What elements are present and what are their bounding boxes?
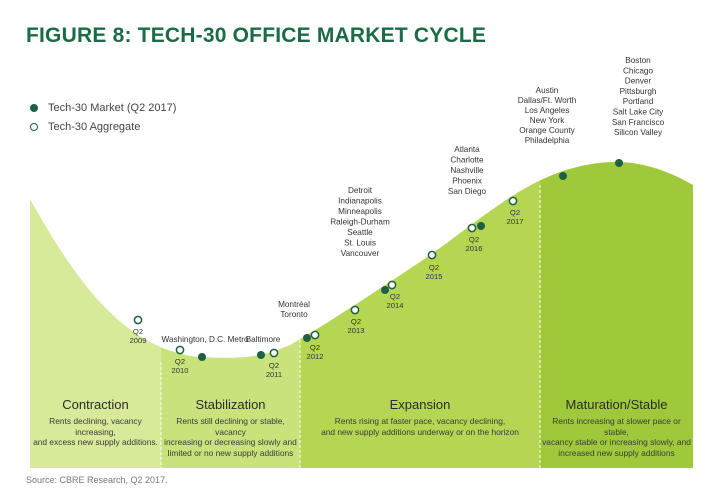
aggregate-point-label: 2017 <box>507 217 524 226</box>
market-name-label: Charlotte <box>450 156 484 165</box>
market-name-label: Vancouver <box>341 249 380 258</box>
market-point-marker <box>303 334 311 342</box>
description-line: and new supply additions underway or on … <box>321 426 519 437</box>
aggregate-point-marker <box>350 305 360 315</box>
phase-maturation-description: Rents increasing at slower pace or stabl… <box>540 416 693 458</box>
figure-title: FIGURE 8: TECH-30 OFFICE MARKET CYCLE <box>26 24 487 47</box>
market-name-label: Washington, D.C. Metro <box>161 335 249 344</box>
aggregate-point-marker <box>508 196 518 206</box>
market-name-label: Raleigh-Durham <box>330 218 390 227</box>
description-line: and excess new supply additions. <box>33 437 158 448</box>
market-name-label: Boston <box>625 56 651 65</box>
legend-label-market: Tech-30 Market (Q2 2017) <box>48 101 177 114</box>
aggregate-point-label: Q2 <box>351 317 361 326</box>
description-line: vacancy stable or increasing slowly, and <box>542 437 691 448</box>
aggregate-point-marker <box>175 345 185 355</box>
phase-stabilization-name: Stabilization <box>195 397 266 412</box>
description-line: increasing or decreasing slowly and <box>164 437 297 448</box>
market-name-label: Denver <box>625 77 652 86</box>
market-point-marker <box>257 351 265 359</box>
expansion-band <box>300 162 540 468</box>
description-line: limited or no new supply additions <box>167 447 294 458</box>
phase-stabilization-description: Rents still declining or stable, vacancy… <box>161 416 300 458</box>
market-name-label: San Francisco <box>612 118 665 127</box>
maturation-band <box>540 162 693 468</box>
market-point-marker <box>477 222 485 230</box>
market-name-label: Phoenix <box>452 177 482 186</box>
aggregate-point-marker <box>269 348 279 358</box>
description-line: increased new supply additions <box>558 447 675 458</box>
market-name-label: Dallas/Ft. Worth <box>518 96 577 105</box>
market-name-label: Pittsburgh <box>620 87 657 96</box>
legend-label-aggregate: Tech-30 Aggregate <box>48 120 141 133</box>
aggregate-point-label: 2015 <box>426 272 443 281</box>
phase-contraction-name: Contraction <box>62 397 129 412</box>
aggregate-point-label: Q2 <box>510 208 520 217</box>
market-name-label: Orange County <box>519 126 575 135</box>
aggregate-point-marker <box>133 315 143 325</box>
phase-contraction-description: Rents declining, vacancy increasing, and… <box>30 416 161 448</box>
aggregate-point-label: Q2 <box>429 263 439 272</box>
hollow-circle-icon <box>30 122 38 131</box>
market-name-label: Austin <box>536 86 559 95</box>
market-name-label: Indianapolis <box>338 197 382 206</box>
market-point-marker <box>381 286 389 294</box>
aggregate-point-label: 2011 <box>266 370 282 379</box>
market-name-label: Minneapolis <box>338 207 382 216</box>
aggregate-point-label: 2010 <box>172 366 189 375</box>
legend-item-aggregate: Tech-30 Aggregate <box>30 117 176 136</box>
aggregate-point-label: 2016 <box>466 244 483 253</box>
market-name-label: Seattle <box>347 228 373 237</box>
market-name-label: Philadelphia <box>525 136 570 145</box>
market-name-label: Chicago <box>623 66 653 75</box>
market-point-marker <box>198 353 206 361</box>
market-name-label: New York <box>530 116 565 125</box>
aggregate-point-marker <box>387 280 397 290</box>
aggregate-point-label: 2009 <box>130 336 147 345</box>
aggregate-point-marker <box>310 330 320 340</box>
market-name-label: Salt Lake City <box>613 108 664 117</box>
phase-maturation-name: Maturation/Stable <box>565 397 668 412</box>
description-line: Rents increasing at slower pace or stabl… <box>552 416 681 437</box>
market-name-label: Atlanta <box>454 145 480 154</box>
market-name-label: St. Louis <box>344 239 376 248</box>
aggregate-point-label: 2013 <box>348 326 365 335</box>
aggregate-point-label: Q2 <box>133 327 143 336</box>
aggregate-point-label: Q2 <box>390 292 400 301</box>
market-name-label: Montréal <box>278 300 310 309</box>
legend-item-market: Tech-30 Market (Q2 2017) <box>30 98 176 117</box>
market-name-label: Portland <box>623 97 654 106</box>
market-name-label: Los Angeles <box>525 106 570 115</box>
aggregate-point-label: Q2 <box>269 361 279 370</box>
description-line: Rents still declining or stable, vacancy <box>176 416 285 437</box>
market-name-label: Baltimore <box>246 335 281 344</box>
description-line: Rents rising at faster pace, vacancy dec… <box>334 416 506 426</box>
market-name-label: Detroit <box>348 186 373 195</box>
market-name-label: Silicon Valley <box>614 128 663 137</box>
market-name-label: San Diego <box>448 187 487 196</box>
market-name-label: Toronto <box>280 310 308 319</box>
aggregate-point-marker <box>467 223 477 233</box>
aggregate-point-label: 2012 <box>307 352 324 361</box>
source-note: Source: CBRE Research, Q2 2017. <box>26 475 168 485</box>
aggregate-point-label: 2014 <box>387 301 404 310</box>
market-point-marker <box>615 159 623 167</box>
contraction-band <box>30 162 161 468</box>
market-name-label: Nashville <box>450 166 484 175</box>
phase-expansion-description: Rents rising at faster pace, vacancy dec… <box>300 416 540 437</box>
stabilization-band <box>161 162 300 468</box>
aggregate-point-marker <box>427 250 437 260</box>
aggregate-point-label: Q2 <box>310 343 320 352</box>
market-point-marker <box>559 172 567 180</box>
aggregate-point-label: Q2 <box>469 235 479 244</box>
phase-expansion-name: Expansion <box>389 397 451 412</box>
filled-circle-icon <box>30 103 38 112</box>
legend: Tech-30 Market (Q2 2017) Tech-30 Aggrega… <box>30 98 176 136</box>
aggregate-point-label: Q2 <box>175 357 185 366</box>
description-line: Rents declining, vacancy increasing, <box>49 416 142 437</box>
